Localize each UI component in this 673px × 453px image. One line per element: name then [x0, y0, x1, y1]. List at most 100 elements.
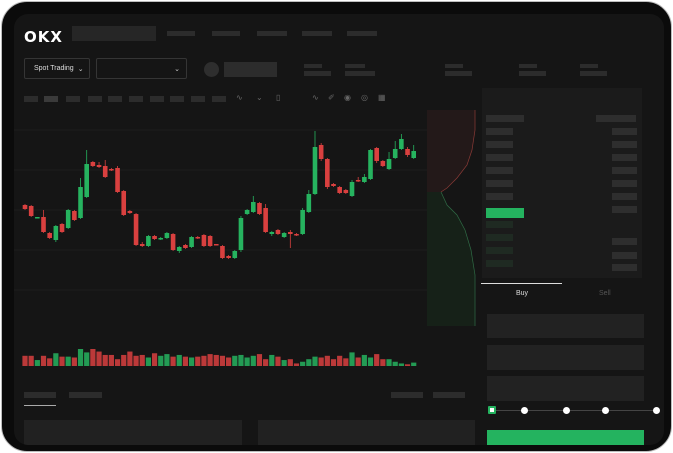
timeframe-button[interactable]: [66, 96, 80, 102]
interval-icon[interactable]: ▯: [276, 93, 281, 102]
amount-slider-handle[interactable]: [488, 406, 496, 414]
chart-type-icon[interactable]: ⌄: [256, 93, 263, 102]
ask-price: [486, 193, 513, 200]
volume-bar: [337, 355, 343, 366]
volume-bar: [312, 356, 318, 366]
line-tool-icon[interactable]: ∿: [312, 93, 319, 102]
volume-bar: [176, 354, 182, 366]
bottom-tab-orders[interactable]: [24, 392, 56, 398]
buy-tab-indicator: [481, 283, 562, 284]
slider-stop-100[interactable]: [653, 407, 660, 414]
volume-bar: [361, 354, 367, 366]
timeframe-button[interactable]: [88, 96, 102, 102]
volume-bar: [201, 355, 207, 366]
volume-bar: [207, 354, 213, 366]
okx-logo[interactable]: OKX: [24, 28, 63, 46]
assets-panel: [258, 420, 475, 445]
candle-body: [121, 191, 127, 215]
candle-body: [380, 161, 386, 166]
depth-bids-area: [427, 192, 475, 326]
amount-slider-track[interactable]: [491, 410, 656, 411]
volume-bar: [355, 357, 361, 366]
volume-bar: [219, 355, 226, 366]
indicator-icon[interactable]: ∿: [236, 93, 243, 102]
volume-bar: [367, 357, 374, 366]
amount-input[interactable]: [487, 345, 644, 370]
volume-bar: [158, 355, 164, 366]
volume-bar: [232, 355, 238, 366]
slider-stop-50[interactable]: [563, 407, 570, 414]
volume-bar: [398, 363, 404, 366]
volume-bar: [195, 356, 201, 366]
candle-body: [102, 166, 108, 177]
volume-bar: [133, 355, 139, 366]
volume-bar: [170, 356, 176, 366]
stat-value: [519, 71, 546, 76]
ask-amount: [612, 193, 637, 200]
candle-body: [368, 150, 373, 179]
candle-body: [263, 208, 268, 232]
bottom-action[interactable]: [433, 392, 465, 398]
timeframe-button[interactable]: [191, 96, 205, 102]
slider-stop-25[interactable]: [521, 407, 528, 414]
stat-value: [445, 71, 472, 76]
nav-item[interactable]: [302, 31, 332, 36]
candle-body: [65, 210, 71, 228]
ask-amount: [612, 154, 637, 161]
volume-bar: [293, 363, 300, 366]
ask-amount: [612, 141, 637, 148]
candle-body: [386, 159, 392, 169]
timeframe-button[interactable]: [212, 96, 226, 102]
price-input[interactable]: [487, 314, 644, 338]
bid-price: [486, 234, 513, 241]
volume-bar: [188, 357, 195, 366]
volume-bar: [59, 356, 65, 366]
timeframe-button[interactable]: [44, 96, 58, 102]
candle-body: [213, 244, 219, 246]
bid-price: [486, 221, 513, 228]
timeframe-button[interactable]: [150, 96, 164, 102]
layout-icon[interactable]: ▦: [378, 93, 386, 102]
nav-item[interactable]: [257, 31, 287, 36]
tab-buy[interactable]: Buy: [516, 290, 529, 297]
candle-body: [312, 147, 318, 194]
market-type-dropdown[interactable]: Spot Trading ⌄: [24, 58, 90, 79]
timeframe-button[interactable]: [129, 96, 143, 102]
bottom-action[interactable]: [391, 392, 423, 398]
pair-dropdown[interactable]: ⌄: [96, 58, 187, 79]
nav-item[interactable]: [167, 31, 195, 36]
volume-bar: [164, 354, 170, 366]
candle-body: [176, 247, 182, 251]
candle-body: [59, 224, 65, 232]
volume-bar: [96, 351, 102, 366]
volume-bar: [71, 357, 77, 366]
magnet-icon[interactable]: ◉: [344, 93, 351, 102]
buy-button[interactable]: [487, 430, 644, 445]
pair-name: [224, 62, 277, 77]
timeframe-button[interactable]: [24, 96, 38, 102]
search-bar[interactable]: [72, 26, 156, 41]
eye-icon[interactable]: ◎: [361, 93, 368, 102]
volume-bar: [269, 354, 275, 366]
volume-bar: [145, 357, 151, 366]
total-input[interactable]: [487, 376, 644, 401]
volume-bar: [349, 352, 355, 366]
stat-value: [304, 71, 331, 76]
candlestick-chart[interactable]: [14, 110, 474, 380]
volume-bar: [324, 355, 330, 366]
slider-stop-75[interactable]: [602, 407, 609, 414]
timeframe-button[interactable]: [108, 96, 122, 102]
pen-icon[interactable]: ✐: [328, 93, 335, 102]
timeframe-button[interactable]: [170, 96, 184, 102]
depth-asks-area: [427, 110, 475, 192]
candle-body: [257, 203, 262, 214]
bottom-tab-history[interactable]: [69, 392, 102, 398]
tab-sell[interactable]: Sell: [599, 290, 611, 297]
active-tab-underline: [24, 405, 56, 406]
nav-item[interactable]: [347, 31, 377, 36]
ask-price: [486, 167, 513, 174]
volume-bar: [40, 355, 47, 366]
nav-item[interactable]: [212, 31, 240, 36]
candle-body: [109, 169, 114, 171]
candle-body: [275, 230, 281, 234]
